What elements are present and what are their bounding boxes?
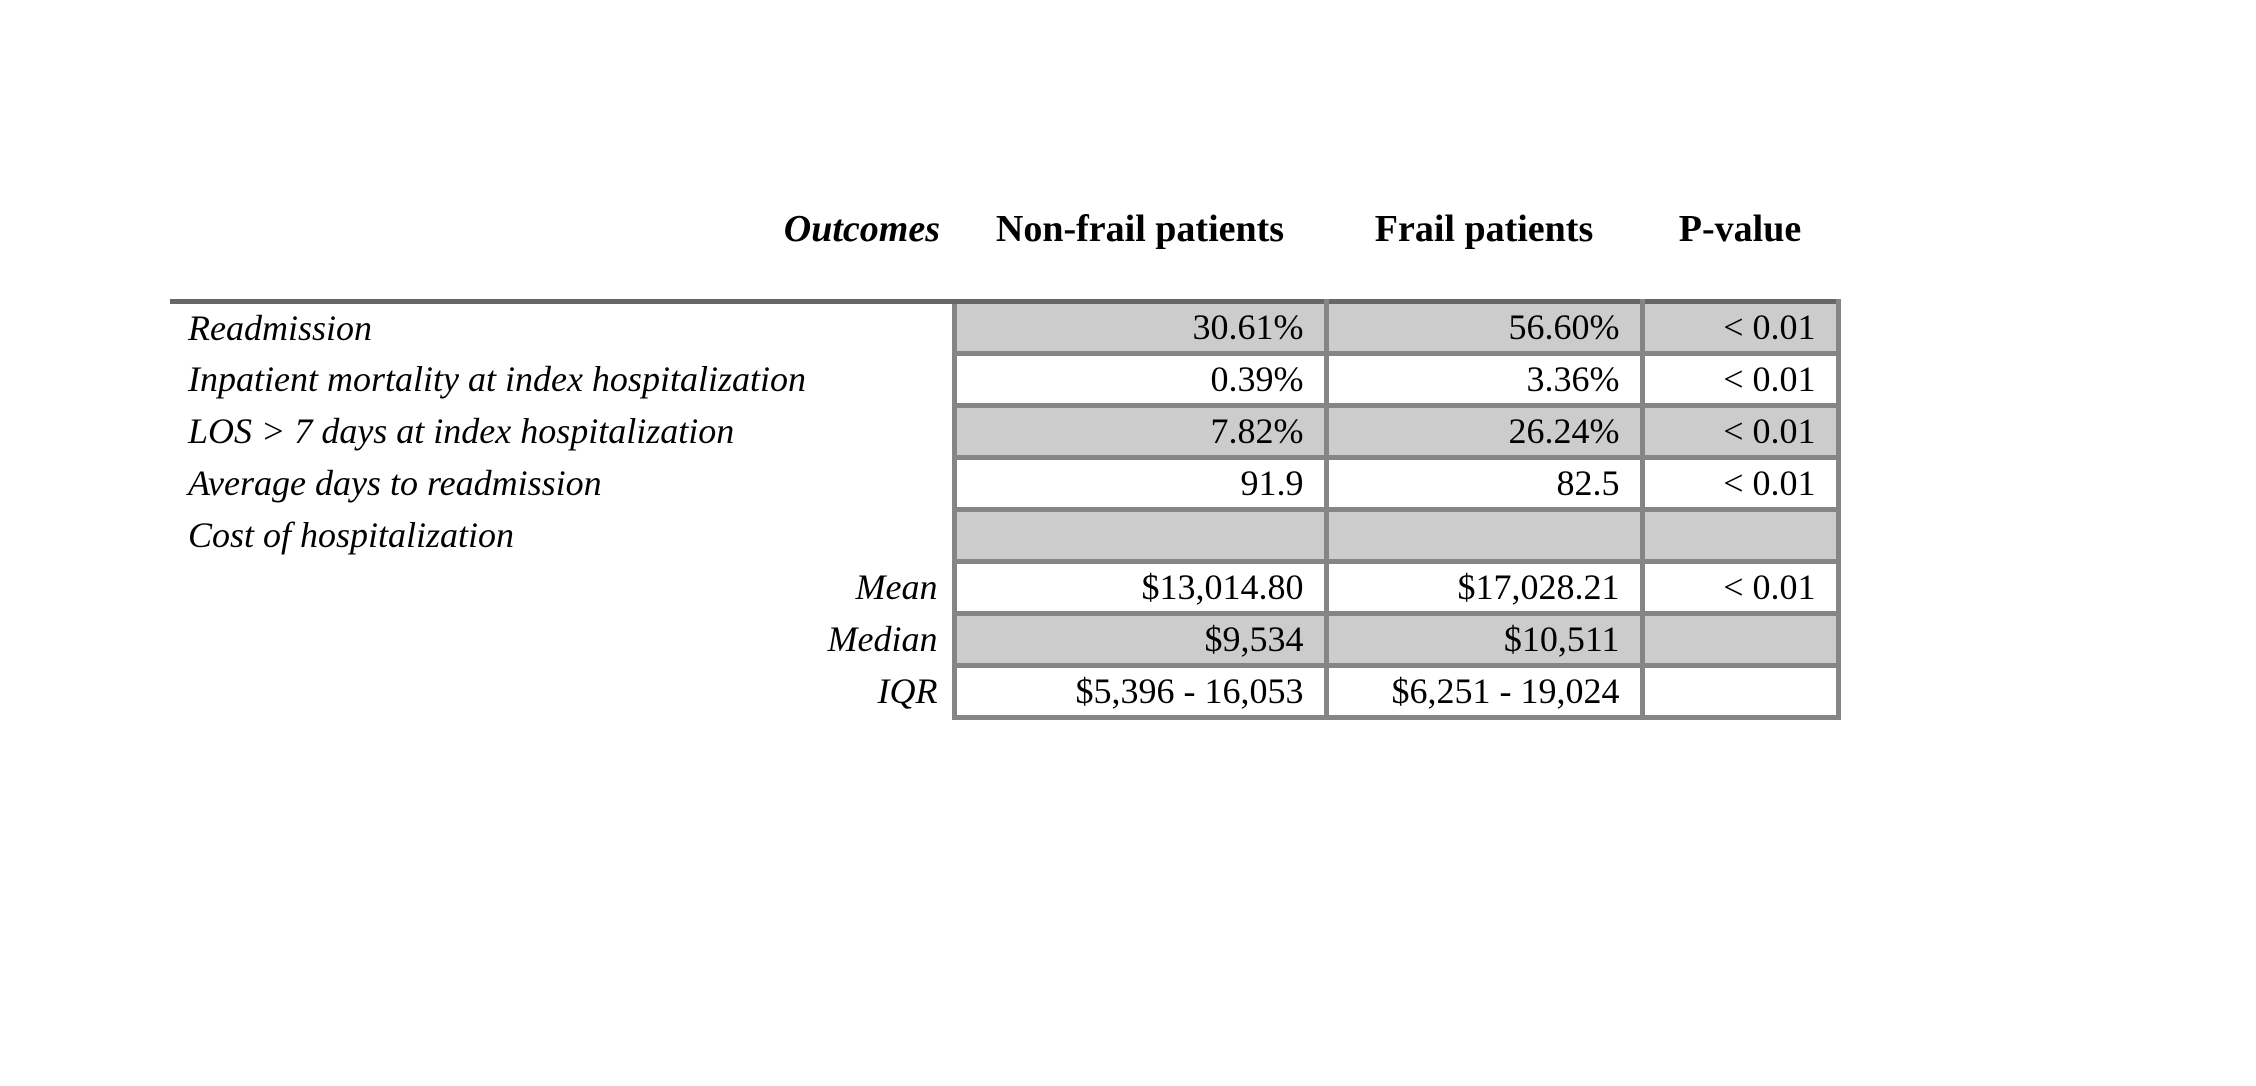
header-frail-patients: Frail patients [1374,208,1594,250]
value-cell-frail: 82.5 [1323,455,1645,512]
table-row: Median $9,534 $10,511 [170,611,1841,668]
table-row: Inpatient mortality at index hospitaliza… [170,351,1841,408]
value-cell-nonfrail: $9,534 [951,611,1329,668]
value-cell-nonfrail: 7.82% [951,403,1329,460]
row-label-iqr: IQR [170,665,954,718]
value-cell-frail: 3.36% [1323,351,1645,408]
row-label: Cost of hospitalization [170,509,954,562]
value-cell-nonfrail: $13,014.80 [951,559,1329,616]
row-label: Inpatient mortality at index hospitaliza… [170,353,954,406]
row-label-median: Median [170,613,954,666]
table-row: Cost of hospitalization [170,507,1841,564]
header-non-frail-patients: Non-frail patients [995,208,1285,250]
header-outcomes: Outcomes [783,208,940,250]
value-cell-pvalue [1639,663,1841,720]
table-row: LOS > 7 days at index hospitalization 7.… [170,403,1841,460]
value-cell-frail: $10,511 [1323,611,1645,668]
table-row: Mean $13,014.80 $17,028.21 < 0.01 [170,559,1841,616]
table-row: IQR $5,396 - 16,053 $6,251 - 19,024 [170,663,1841,720]
value-cell-nonfrail: 91.9 [951,455,1329,512]
value-cell-nonfrail: $5,396 - 16,053 [951,663,1329,720]
table-column-headers: Outcomes Non-frail patients Frail patien… [170,202,1838,256]
value-cell-pvalue: < 0.01 [1639,403,1841,460]
value-cell-pvalue [1639,611,1841,668]
header-p-value: P-value [1678,208,1802,250]
value-cell-nonfrail: 30.61% [951,299,1329,356]
value-cell-frail: 56.60% [1323,299,1645,356]
row-label: Average days to readmission [170,457,954,510]
table-row: Readmission 30.61% 56.60% < 0.01 [170,299,1841,356]
value-cell-pvalue [1639,507,1841,564]
value-cell-nonfrail [951,507,1329,564]
row-label: LOS > 7 days at index hospitalization [170,405,954,458]
value-cell-nonfrail: 0.39% [951,351,1329,408]
row-label: Readmission [170,299,954,354]
row-label-mean: Mean [170,561,954,614]
value-cell-pvalue: < 0.01 [1639,455,1841,512]
value-cell-frail: $6,251 - 19,024 [1323,663,1645,720]
value-cell-pvalue: < 0.01 [1639,299,1841,356]
value-cell-frail: 26.24% [1323,403,1645,460]
value-cell-frail: $17,028.21 [1323,559,1645,616]
value-cell-pvalue: < 0.01 [1639,351,1841,408]
value-cell-frail [1323,507,1645,564]
outcomes-table: Readmission 30.61% 56.60% < 0.01 Inpatie… [170,299,1841,720]
value-cell-pvalue: < 0.01 [1639,559,1841,616]
table-row: Average days to readmission 91.9 82.5 < … [170,455,1841,512]
